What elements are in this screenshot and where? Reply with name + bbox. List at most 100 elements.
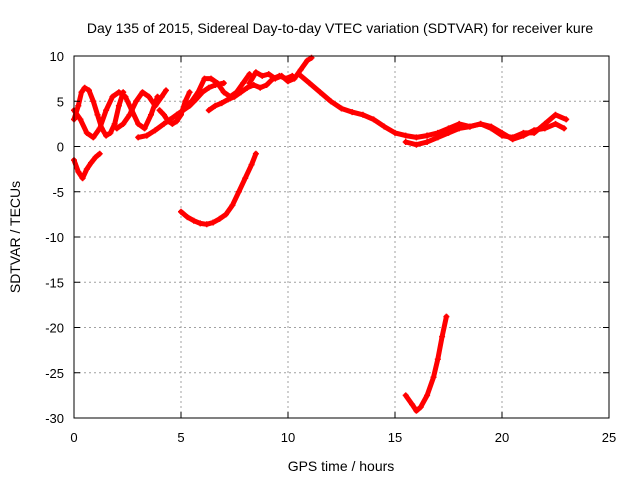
x-tick-label: 5 (177, 430, 184, 445)
data-point (88, 159, 95, 166)
x-tick-label: 25 (602, 430, 616, 445)
data-point (220, 89, 227, 96)
data-point (443, 313, 450, 320)
data-point (552, 120, 559, 127)
data-point (188, 98, 195, 105)
data-point (173, 118, 180, 125)
data-point (424, 392, 431, 399)
y-tick-label: -15 (45, 275, 64, 290)
data-point (402, 132, 409, 139)
data-point (120, 120, 127, 127)
data-point (201, 75, 208, 82)
data-point (242, 175, 249, 182)
data-point (75, 168, 82, 175)
data-point (165, 118, 172, 125)
data-point (295, 71, 302, 78)
data-point (195, 89, 202, 96)
data-point (306, 80, 313, 87)
data-point (248, 161, 255, 168)
x-tick-label: 10 (281, 430, 295, 445)
data-point (252, 150, 259, 157)
data-point (212, 102, 219, 109)
data-point (257, 84, 264, 91)
tick-layer: 0 5 10 15 20 25 -30 -25 -20 -15 -10 -5 0 5 10 (45, 49, 616, 445)
data-point (237, 89, 244, 96)
y-tick-label: -25 (45, 366, 64, 381)
data-point (96, 150, 103, 157)
data-point (265, 71, 272, 78)
data-point (190, 217, 197, 224)
data-point (235, 188, 242, 195)
data-point (169, 120, 176, 127)
data-point (94, 111, 101, 118)
data-point (229, 202, 236, 209)
data-point (285, 78, 291, 85)
data-point (370, 116, 377, 123)
data-point (182, 102, 189, 109)
data-point (246, 80, 253, 87)
data-point (263, 82, 270, 88)
data-point (77, 116, 84, 123)
data-point (240, 80, 247, 87)
data-point (381, 123, 388, 130)
data-point (250, 82, 257, 88)
data-point (520, 129, 527, 136)
data-point (216, 215, 223, 222)
series-track (424, 111, 570, 141)
data-point (158, 93, 165, 100)
data-point (135, 134, 142, 141)
x-axis-title: GPS time / hours (288, 458, 395, 474)
x-tick-label: 0 (70, 430, 77, 445)
data-point (359, 111, 366, 118)
y-axis-title: SDTVAR / TECUs (7, 181, 23, 293)
data-point (214, 80, 221, 87)
series-track (182, 71, 253, 109)
data-point (145, 93, 152, 100)
data-point (561, 125, 568, 132)
data-point (338, 105, 345, 112)
data-point (210, 219, 217, 226)
chart-title: Day 135 of 2015, Sidereal Day-to-day VTE… (87, 20, 593, 36)
data-point (552, 111, 559, 118)
series-track (402, 313, 450, 414)
data-point (231, 93, 238, 100)
data-point (163, 87, 169, 94)
data-point (96, 125, 103, 132)
data-point (402, 139, 409, 145)
data-point (79, 175, 86, 182)
data-point (541, 120, 548, 127)
data-point (148, 111, 154, 118)
data-point (186, 89, 193, 96)
data-point (107, 129, 114, 136)
data-point (83, 166, 90, 173)
data-point (531, 129, 538, 136)
data-point (111, 120, 118, 127)
y-tick-label: -20 (45, 321, 64, 336)
data-point (86, 87, 92, 94)
data-point (115, 89, 122, 96)
data-point (434, 356, 441, 363)
data-point (477, 120, 484, 127)
data-point (218, 100, 225, 107)
data-point (413, 134, 420, 141)
y-tick-label: -30 (45, 411, 64, 426)
data-point (103, 107, 110, 114)
data-point (409, 401, 416, 408)
data-point (197, 220, 204, 227)
data-point (205, 84, 212, 91)
data-point (208, 75, 214, 82)
data-point (160, 111, 167, 118)
data-point (259, 72, 266, 79)
data-point (222, 211, 229, 218)
data-point (246, 71, 253, 78)
data-point (297, 66, 304, 73)
data-point (563, 116, 570, 123)
data-point (327, 98, 334, 105)
y-tick-label: -5 (52, 185, 64, 200)
data-point (430, 374, 437, 381)
data-point (90, 98, 97, 105)
data-point (83, 129, 90, 136)
